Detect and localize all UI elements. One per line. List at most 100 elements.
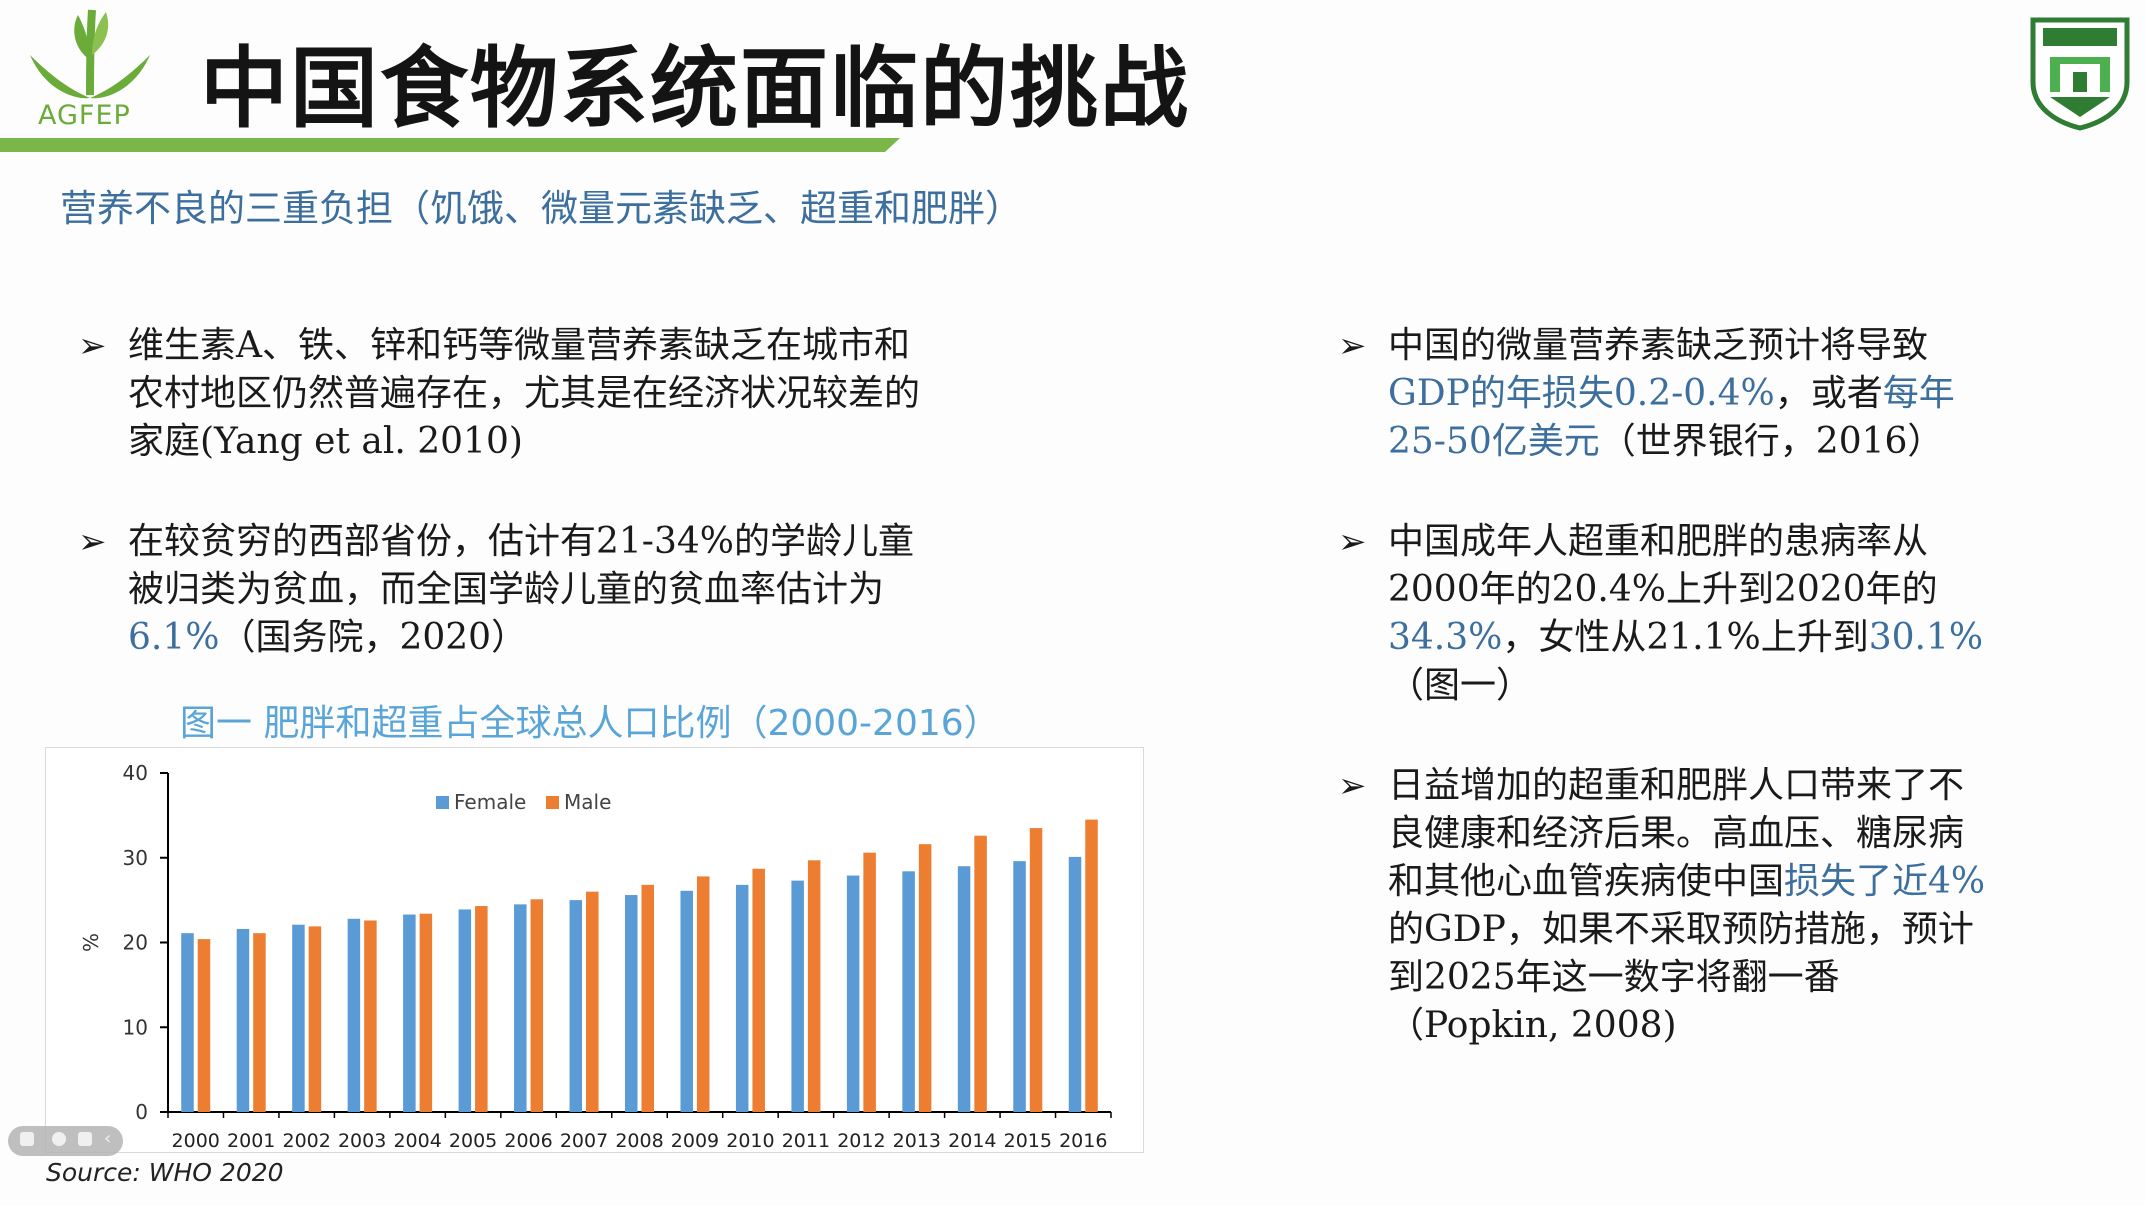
bullet-text: 维生素A、铁、锌和钙等微量营养素缺乏在城市和 xyxy=(128,325,910,366)
bullet-text: 家庭(Yang et al. 2010) xyxy=(128,421,523,462)
zoom-icon[interactable] xyxy=(52,1132,66,1146)
bar-female-2009 xyxy=(680,890,693,1112)
x-tick-label: 2012 xyxy=(837,1130,885,1152)
bullet-arrow-icon: ➢ xyxy=(78,326,107,366)
bullet-text: 的GDP，如果不采取预防措施，预计 xyxy=(1388,909,1974,950)
bullet-text: 中国成年人超重和肥胖的患病率从 xyxy=(1388,521,1929,562)
bar-male-2010 xyxy=(752,868,765,1112)
legend-label-male: Male xyxy=(564,790,611,814)
x-tick-label: 2014 xyxy=(948,1130,996,1152)
chevron-left-icon[interactable]: ‹ xyxy=(104,1128,112,1149)
bullet-arrow-icon: ➢ xyxy=(1338,522,1367,562)
highlight-text: 34.3% xyxy=(1388,617,1503,658)
bar-male-2014 xyxy=(974,835,987,1112)
y-tick-label: 10 xyxy=(123,1015,148,1039)
x-tick-label: 2011 xyxy=(782,1130,830,1152)
legend-swatch-female xyxy=(436,796,449,809)
bar-male-2009 xyxy=(696,876,710,1112)
bullet-text: （Popkin, 2008) xyxy=(1388,1005,1677,1046)
bullet-line: 中国的微量营养素缺乏预计将导致 xyxy=(1388,322,1955,370)
bullet-line: （Popkin, 2008) xyxy=(1388,1002,1985,1050)
logo-text: AGFEP xyxy=(38,100,131,131)
bullet-text: 良健康和经济后果。高血压、糖尿病 xyxy=(1388,813,1965,854)
agfep-logo-icon xyxy=(30,9,150,99)
bullet-text: 农村地区仍然普遍存在，尤其是在经济状况较差的 xyxy=(128,373,921,414)
bar-female-2007 xyxy=(569,900,583,1112)
bar-female-2005 xyxy=(458,909,472,1112)
bar-male-2003 xyxy=(364,920,377,1112)
slide-viewer-controls[interactable]: ‹ xyxy=(8,1126,123,1156)
bullet-text: 中国的微量营养素缺乏预计将导致 xyxy=(1388,325,1929,366)
legend-swatch-male xyxy=(546,796,559,809)
bar-female-2008 xyxy=(625,895,638,1112)
bullet-line: 农村地区仍然普遍存在，尤其是在经济状况较差的 xyxy=(128,370,920,418)
bullet-line: （图一） xyxy=(1388,662,1983,710)
bar-male-2012 xyxy=(863,852,876,1112)
figure-title: 图一 肥胖和超重占全球总人口比例（2000-2016） xyxy=(180,703,1000,744)
bar-female-2004 xyxy=(403,914,416,1112)
bar-female-2000 xyxy=(181,933,194,1112)
x-tick-label: 2008 xyxy=(615,1130,663,1152)
x-tick-label: 2003 xyxy=(338,1130,386,1152)
bullet-line: 日益增加的超重和肥胖人口带来了不 xyxy=(1388,762,1985,810)
bullet-line: 到2025年这一数字将翻一番 xyxy=(1388,954,1985,1002)
bullet-line: 2000年的20.4%上升到2020年的 xyxy=(1388,566,1983,614)
bar-female-2014 xyxy=(957,866,971,1112)
bullet-text: 2000年的20.4%上升到2020年的 xyxy=(1388,569,1938,610)
bullet-line: GDP的年损失0.2-0.4%，或者每年 xyxy=(1388,370,1955,418)
x-tick-label: 2004 xyxy=(393,1130,441,1152)
bar-female-2011 xyxy=(791,880,804,1112)
university-seal-icon xyxy=(2030,17,2130,131)
y-tick-label: 0 xyxy=(135,1100,148,1124)
bar-male-2000 xyxy=(197,939,211,1112)
bar-male-2004 xyxy=(419,913,433,1112)
bar-female-2001 xyxy=(236,928,250,1112)
bar-male-2005 xyxy=(475,906,488,1112)
x-tick-label: 2015 xyxy=(1004,1130,1052,1152)
highlight-text: GDP的年损失0.2-0.4% xyxy=(1388,373,1775,414)
bar-male-2002 xyxy=(308,926,322,1112)
y-tick-label: 30 xyxy=(123,846,148,870)
x-tick-label: 2010 xyxy=(726,1130,774,1152)
x-tick-label: 2005 xyxy=(449,1130,497,1152)
x-tick-label: 2002 xyxy=(282,1130,330,1152)
x-tick-label: 2009 xyxy=(671,1130,719,1152)
bullet-text: （图一） xyxy=(1388,665,1533,706)
bar-female-2003 xyxy=(347,918,361,1112)
comment-icon[interactable] xyxy=(78,1132,92,1146)
bullet-text: 日益增加的超重和肥胖人口带来了不 xyxy=(1388,765,1965,806)
bullet-text: 被归类为贫血，而全国学龄儿童的贫血率估计为 xyxy=(128,569,885,610)
bullet-text: 到2025年这一数字将翻一番 xyxy=(1388,957,1840,998)
bullet-text: ，或者 xyxy=(1774,373,1883,414)
subtitle: 营养不良的三重负担（饥饿、微量元素缺乏、超重和肥胖） xyxy=(60,187,1022,230)
bar-female-2013 xyxy=(902,871,915,1112)
highlight-text: 30.1% xyxy=(1868,617,1984,658)
bullet-text: 在较贫穷的西部省份，估计有21-34%的学龄儿童 xyxy=(128,521,914,562)
highlight-text: 每年 xyxy=(1882,373,1955,414)
bullet-line: 6.1%（国务院，2020） xyxy=(128,614,914,662)
bullet-line: 中国成年人超重和肥胖的患病率从 xyxy=(1388,518,1983,566)
bar-male-2016 xyxy=(1085,819,1098,1112)
bar-female-2016 xyxy=(1068,856,1082,1112)
bullet-line: 的GDP，如果不采取预防措施，预计 xyxy=(1388,906,1985,954)
bar-chart: 0 10 20 30 40% 2000 2001 2002 2003 2004 2005 2006 20… xyxy=(79,761,1112,1152)
y-tick-label: 20 xyxy=(123,931,148,955)
bullet-arrow-icon: ➢ xyxy=(78,522,107,562)
bullet-line: 维生素A、铁、锌和钙等微量营养素缺乏在城市和 xyxy=(128,322,920,370)
grid-icon[interactable] xyxy=(20,1132,34,1146)
y-tick-label: 40 xyxy=(123,761,148,785)
bullet-line: 良健康和经济后果。高血压、糖尿病 xyxy=(1388,810,1985,858)
page-title: 中国食物系统面临的挑战 xyxy=(200,37,1191,140)
figure-source: Source: WHO 2020 xyxy=(46,1158,284,1187)
bar-male-2008 xyxy=(641,884,654,1112)
bullet-text: （世界银行，2016） xyxy=(1599,421,1944,462)
highlight-text: 6.1% xyxy=(128,617,220,658)
highlight-text: 损失了近4% xyxy=(1784,861,1986,902)
bullet-line: 34.3%，女性从21.1%上升到30.1% xyxy=(1388,614,1983,662)
bar-male-2011 xyxy=(807,860,821,1112)
bar-male-2006 xyxy=(530,899,544,1112)
bar-male-2013 xyxy=(918,844,932,1112)
legend-label-female: Female xyxy=(454,790,526,814)
x-tick-label: 2001 xyxy=(227,1130,275,1152)
bullet-text: （国务院，2020） xyxy=(219,617,528,658)
